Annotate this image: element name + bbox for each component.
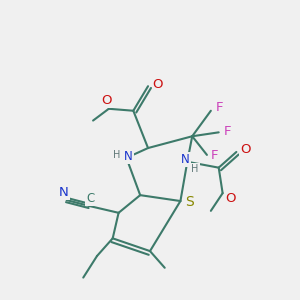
Text: O: O bbox=[102, 94, 112, 107]
Text: C: C bbox=[86, 192, 94, 205]
Text: F: F bbox=[224, 125, 231, 138]
Text: H: H bbox=[191, 164, 199, 174]
Text: F: F bbox=[216, 101, 224, 114]
Text: S: S bbox=[185, 195, 194, 209]
Text: F: F bbox=[211, 149, 218, 162]
Text: O: O bbox=[153, 78, 163, 91]
Text: N: N bbox=[181, 153, 190, 166]
Text: N: N bbox=[124, 150, 133, 164]
Text: O: O bbox=[240, 142, 250, 155]
Text: N: N bbox=[59, 186, 68, 199]
Text: O: O bbox=[225, 192, 236, 205]
Text: H: H bbox=[113, 150, 120, 160]
